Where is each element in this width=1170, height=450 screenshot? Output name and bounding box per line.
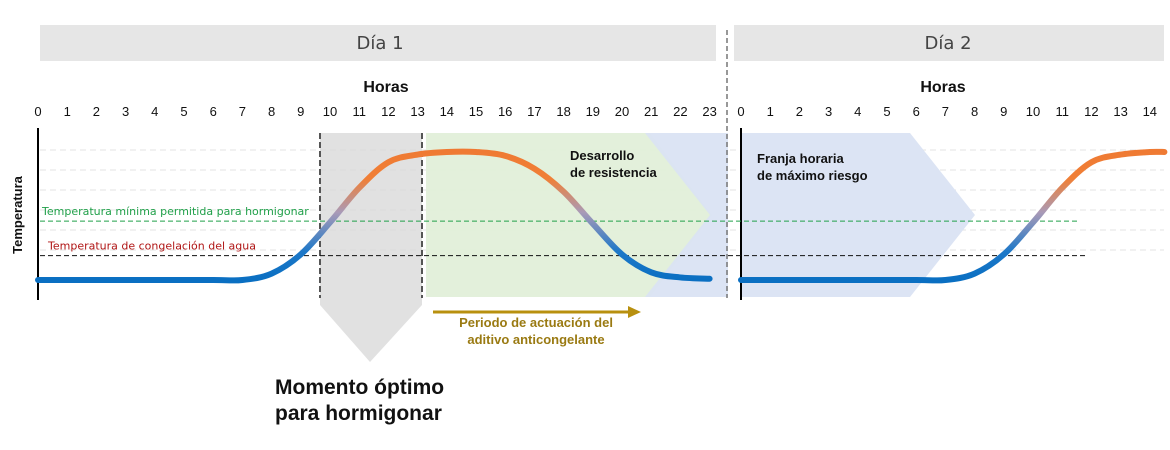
tick-label-day1-17: 17 (527, 104, 541, 119)
tick-label-day2-2: 2 (796, 104, 803, 119)
tick-label-day1-15: 15 (469, 104, 483, 119)
strength-development-label-line1: Desarrollo (570, 148, 634, 163)
tick-label-day1-4: 4 (151, 104, 158, 119)
day2-header-bar (734, 25, 1164, 61)
tick-label-day2-12: 12 (1084, 104, 1098, 119)
tick-label-day1-20: 20 (615, 104, 629, 119)
tick-label-day1-5: 5 (180, 104, 187, 119)
strength-development-label-line2: de resistencia (570, 165, 657, 180)
tick-label-day2-10: 10 (1026, 104, 1040, 119)
day1-header: Día 1 (356, 33, 403, 54)
tick-label-day2-14: 14 (1143, 104, 1157, 119)
freezing-temperature-label: Temperatura de congelación del agua (47, 240, 256, 253)
optimal-moment-label-line2: para hormigonar (275, 402, 442, 425)
tick-label-day1-6: 6 (210, 104, 217, 119)
antifreeze-label-line2: aditivo anticongelante (467, 332, 604, 347)
tick-label-day1-10: 10 (323, 104, 337, 119)
tick-label-day1-18: 18 (556, 104, 570, 119)
tick-label-day2-11: 11 (1055, 104, 1069, 119)
tick-label-day1-19: 19 (586, 104, 600, 119)
antifreeze-label-line1: Periodo de actuación del (459, 315, 613, 330)
tick-label-day2-8: 8 (971, 104, 978, 119)
tick-label-day1-11: 11 (352, 104, 366, 119)
tick-label-day2-4: 4 (854, 104, 861, 119)
tick-label-day2-6: 6 (913, 104, 920, 119)
tick-label-day1-23: 23 (702, 104, 716, 119)
temperature-curve-day2 (738, 148, 1168, 284)
tick-label-day1-3: 3 (122, 104, 129, 119)
tick-label-day1-13: 13 (410, 104, 424, 119)
tick-label-day1-7: 7 (239, 104, 246, 119)
tick-label-day2-0: 0 (737, 104, 744, 119)
hour-ticks: 0 1 2 3 4 5 6 7 8 9 10 11 12 13 14 15 16 17 18 19 20 21 22 23 0 1… (34, 104, 1157, 119)
temperature-curve-day1 (35, 148, 713, 284)
tick-label-day1-1: 1 (64, 104, 71, 119)
tick-label-day2-3: 3 (825, 104, 832, 119)
min-temperature-label: Temperatura mínima permitida para hormig… (41, 205, 309, 218)
day1-x-axis-title: Horas (363, 79, 408, 96)
tick-label-day1-9: 9 (297, 104, 304, 119)
tick-label-day1-0: 0 (34, 104, 41, 119)
tick-label-day2-1: 1 (767, 104, 774, 119)
day2-header: Día 2 (924, 33, 971, 54)
tick-label-day2-9: 9 (1000, 104, 1007, 119)
tick-label-day1-14: 14 (440, 104, 454, 119)
max-risk-label-line2: de máximo riesgo (757, 168, 868, 183)
tick-label-day2-5: 5 (883, 104, 890, 119)
max-risk-label-line1: Franja horaria (757, 151, 844, 166)
optimal-moment-label-line1: Momento óptimo (275, 376, 444, 399)
y-axis-title: Temperatura (10, 175, 25, 254)
tick-label-day1-16: 16 (498, 104, 512, 119)
tick-label-day1-21: 21 (644, 104, 658, 119)
optimal-time-region (320, 133, 422, 362)
tick-label-day2-7: 7 (942, 104, 949, 119)
day1-header-bar (40, 25, 716, 61)
tick-label-day1-12: 12 (381, 104, 395, 119)
tick-label-day1-22: 22 (673, 104, 687, 119)
antifreeze-arrow-head (628, 306, 641, 318)
tick-label-day1-2: 2 (93, 104, 100, 119)
tick-label-day2-13: 13 (1113, 104, 1127, 119)
tick-label-day1-8: 8 (268, 104, 275, 119)
day2-x-axis-title: Horas (920, 79, 965, 96)
